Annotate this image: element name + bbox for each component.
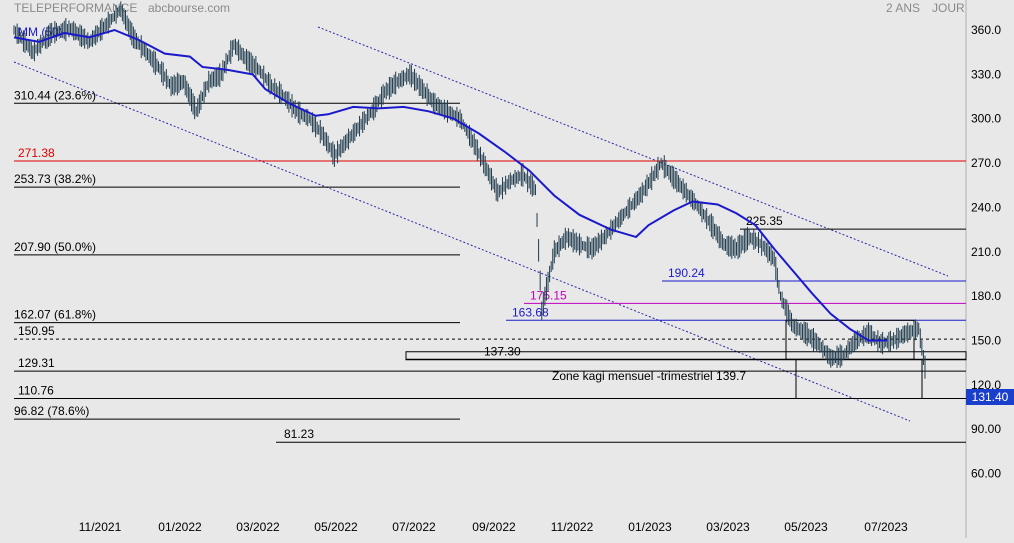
y-tick-label: 120.0: [971, 378, 1001, 392]
level-label: 190.24: [668, 266, 705, 280]
last-price-label: 131.40: [972, 390, 1009, 404]
x-tick-label: 09/2022: [472, 520, 516, 534]
y-tick-label: 90.00: [971, 422, 1001, 436]
x-tick-label: 01/2023: [628, 520, 672, 534]
level-label: 310.44 (23.6%): [14, 88, 96, 102]
level-label: 175.15: [530, 288, 567, 302]
y-tick-label: 150.0: [971, 334, 1001, 348]
level-label: 271.38: [18, 146, 55, 160]
level-label: 225.35: [746, 214, 783, 228]
level-label: 207.90 (50.0%): [14, 240, 96, 254]
last-price-badge: [966, 389, 1014, 405]
x-tick-label: 07/2022: [392, 520, 436, 534]
level-label: 163.68: [512, 305, 549, 319]
level-label: 253.73 (38.2%): [14, 172, 96, 186]
level-label: 81.23: [284, 427, 314, 441]
y-tick-label: 180.0: [971, 289, 1001, 303]
x-tick-label: 05/2023: [784, 520, 828, 534]
x-tick-label: 11/2021: [79, 520, 122, 534]
period-label: 2 ANS: [886, 1, 920, 15]
channel-lower-line: [13, 61, 911, 422]
kagi-zone-box: [405, 351, 967, 361]
x-tick-label: 03/2022: [236, 520, 280, 534]
y-tick-label: 270.0: [971, 156, 1001, 170]
y-tick-label: 210.0: [971, 245, 1001, 259]
x-tick-label: 11/2022: [551, 520, 594, 534]
moving-average-line: [13, 28, 888, 342]
chart-source: abcbourse.com: [148, 1, 230, 15]
x-tick-label: 01/2022: [158, 520, 202, 534]
y-tick-label: 330.0: [971, 67, 1001, 81]
y-tick-label: 360.0: [971, 23, 1001, 37]
level-label: 150.95: [18, 324, 55, 338]
chart-title: TELEPERFORMANCE: [14, 1, 137, 15]
x-tick-label: 03/2023: [706, 520, 750, 534]
x-tick-label: 05/2022: [314, 520, 358, 534]
kagi-zone-annotation: Zone kagi mensuel -trimestriel 139.7: [552, 369, 746, 383]
y-tick-label: 300.0: [971, 112, 1001, 126]
consolidation-box: [785, 319, 915, 360]
level-label: 110.76: [18, 384, 54, 398]
level-label: 96.82 (78.6%): [14, 404, 89, 418]
y-tick-label: 60.00: [971, 467, 1001, 481]
interval-label: JOUR: [932, 1, 965, 15]
level-label: 129.31: [18, 356, 55, 370]
level-label: 162.07 (61.8%): [14, 308, 96, 322]
y-tick-label: 240.0: [971, 200, 1001, 214]
x-tick-label: 07/2023: [864, 520, 908, 534]
channel-upper-line: [317, 26, 949, 277]
